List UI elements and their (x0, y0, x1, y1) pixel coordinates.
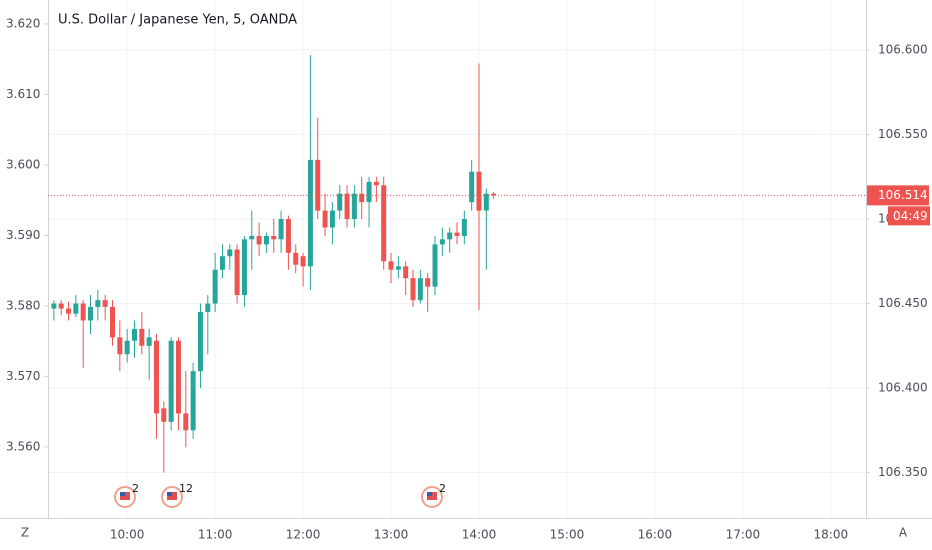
last-price-box (867, 185, 929, 206)
x-tick-label: 13:00 (374, 528, 409, 542)
candle-body (66, 308, 72, 314)
candle-body (337, 193, 343, 211)
event-count: 12 (179, 482, 193, 495)
candle-body (205, 303, 211, 312)
candle-body (322, 210, 328, 228)
candle-body (219, 256, 225, 270)
zoom-button-label[interactable]: Z (21, 526, 29, 540)
candle-body (410, 278, 416, 301)
candle-body (388, 261, 394, 270)
candle-body (315, 159, 321, 211)
chart-title: U.S. Dollar / Japanese Yen, 5, OANDA (58, 13, 297, 28)
candle-body (483, 193, 489, 211)
y-tick-label: 106.550 (878, 127, 928, 141)
x-tick-label: 10:00 (110, 528, 145, 542)
event-flag-canton (427, 492, 432, 496)
candle-body (329, 210, 335, 228)
candle-body (241, 239, 247, 296)
candle-body (102, 300, 108, 307)
candle-body (256, 235, 262, 245)
candle-body (131, 328, 137, 341)
zoom-button[interactable] (14, 521, 36, 543)
candle-body (95, 300, 101, 307)
candle-body (73, 303, 79, 314)
y2-tick-label: 3.580 (6, 298, 40, 312)
candle-body (110, 306, 116, 338)
candle-body (58, 303, 64, 309)
candle-body (293, 252, 299, 265)
candle-body (351, 193, 357, 220)
candle-body (285, 219, 291, 253)
candle-body (190, 371, 196, 431)
candle-body (432, 244, 438, 287)
event-flag-canton (120, 492, 125, 496)
candle-body (139, 328, 145, 346)
y-tick-label: 106.350 (878, 465, 928, 479)
candle-body (153, 340, 159, 414)
auto-scale-button[interactable] (892, 521, 914, 543)
candle-body (366, 181, 372, 203)
candle-body (197, 311, 203, 372)
candle-body (124, 340, 130, 355)
x-tick-label: 11:00 (198, 528, 233, 542)
candle-body (227, 249, 233, 257)
candle-body (51, 303, 57, 309)
candle-body (278, 219, 284, 240)
x-tick-label: 16:00 (638, 528, 673, 542)
event-flag-canton (167, 492, 172, 496)
candle-body (146, 337, 152, 346)
candle-body (80, 303, 86, 321)
candle-body (168, 340, 174, 422)
last-price-label: 106.514 (878, 188, 928, 202)
y2-tick-label: 3.590 (6, 228, 40, 242)
candle-body (476, 171, 482, 211)
candle-body (271, 235, 277, 240)
candle-body (461, 219, 467, 236)
event-count: 2 (132, 482, 139, 495)
candle-body (88, 306, 94, 321)
candle-body (447, 232, 453, 240)
candle-body (175, 340, 181, 414)
candle-body (212, 269, 218, 304)
y-tick-label: 106.600 (878, 43, 928, 57)
candle-body (439, 239, 445, 245)
countdown-label: 04:49 (893, 209, 928, 223)
y-tick-label: 106.450 (878, 296, 928, 310)
candle-body (117, 337, 123, 355)
candle-body (249, 235, 255, 240)
x-tick-label: 15:00 (550, 528, 585, 542)
candle-body (454, 232, 460, 236)
candle-body (307, 159, 313, 267)
candle-body (381, 185, 387, 262)
candle-body (234, 249, 240, 296)
candle-body (403, 266, 409, 279)
y2-tick-label: 3.610 (6, 87, 40, 101)
candle-body (183, 413, 189, 431)
candle-body (395, 266, 401, 270)
candle-body (373, 181, 379, 186)
y2-tick-label: 3.570 (6, 369, 40, 383)
candle-body (300, 256, 306, 267)
x-tick-label: 12:00 (286, 528, 321, 542)
x-tick-label: 17:00 (726, 528, 761, 542)
candle-body (425, 278, 431, 287)
candle-body (344, 193, 350, 220)
candle-body (469, 171, 475, 203)
auto-scale-label[interactable]: A (899, 526, 908, 540)
x-tick-label: 14:00 (462, 528, 497, 542)
event-count: 2 (439, 482, 446, 495)
y-tick-label: 106.400 (878, 381, 928, 395)
candle-body (263, 235, 269, 245)
countdown-box (888, 206, 930, 226)
y2-tick-label: 3.560 (6, 439, 40, 453)
candle-body (417, 278, 423, 301)
y2-tick-label: 3.620 (6, 16, 40, 30)
y2-tick-label: 3.600 (6, 157, 40, 171)
candle-body (491, 193, 497, 196)
candle-body (161, 408, 167, 422)
x-tick-label: 18:00 (814, 528, 849, 542)
candle-body (359, 193, 365, 203)
